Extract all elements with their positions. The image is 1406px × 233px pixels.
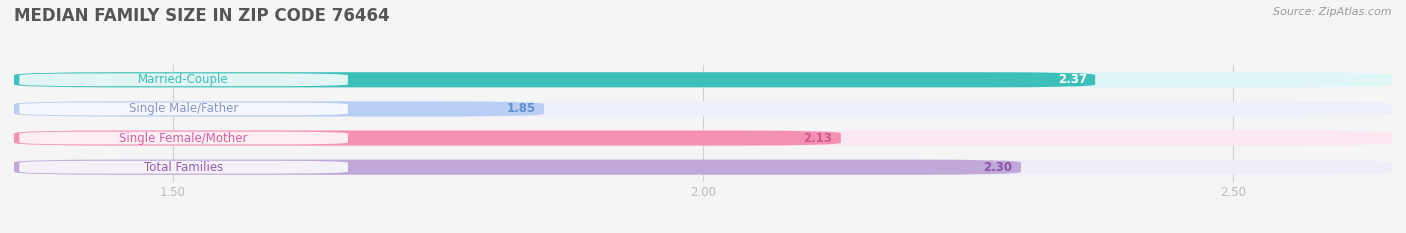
FancyBboxPatch shape: [14, 130, 841, 146]
FancyBboxPatch shape: [20, 132, 347, 144]
Text: MEDIAN FAMILY SIZE IN ZIP CODE 76464: MEDIAN FAMILY SIZE IN ZIP CODE 76464: [14, 7, 389, 25]
FancyBboxPatch shape: [20, 73, 347, 86]
FancyBboxPatch shape: [14, 72, 1095, 87]
Text: 2.13: 2.13: [803, 132, 832, 144]
FancyBboxPatch shape: [14, 101, 1392, 116]
Text: 1.85: 1.85: [506, 103, 536, 115]
FancyBboxPatch shape: [14, 130, 1392, 146]
Text: 2.37: 2.37: [1057, 73, 1087, 86]
Text: Single Male/Father: Single Male/Father: [129, 103, 239, 115]
FancyBboxPatch shape: [14, 72, 1392, 87]
FancyBboxPatch shape: [20, 103, 347, 115]
Text: 2.30: 2.30: [983, 161, 1012, 174]
Text: Total Families: Total Families: [143, 161, 224, 174]
FancyBboxPatch shape: [14, 101, 544, 116]
FancyBboxPatch shape: [14, 160, 1021, 175]
FancyBboxPatch shape: [20, 161, 347, 174]
Text: Source: ZipAtlas.com: Source: ZipAtlas.com: [1274, 7, 1392, 17]
FancyBboxPatch shape: [14, 160, 1392, 175]
Text: Married-Couple: Married-Couple: [138, 73, 229, 86]
Text: Single Female/Mother: Single Female/Mother: [120, 132, 247, 144]
